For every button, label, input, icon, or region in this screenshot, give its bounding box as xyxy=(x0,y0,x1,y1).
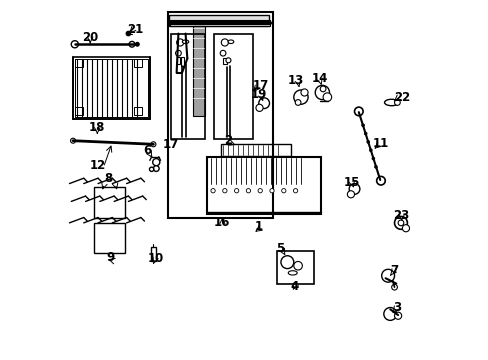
Ellipse shape xyxy=(182,40,188,44)
Text: 4: 4 xyxy=(290,280,298,293)
Bar xyxy=(170,20,270,26)
Text: 9: 9 xyxy=(106,251,114,264)
Text: 10: 10 xyxy=(147,252,163,265)
Circle shape xyxy=(371,157,374,160)
Circle shape xyxy=(295,100,300,105)
Bar xyxy=(169,15,268,26)
Circle shape xyxy=(149,167,153,171)
Text: 12: 12 xyxy=(90,159,106,172)
Text: 17: 17 xyxy=(163,138,179,151)
Circle shape xyxy=(221,39,228,46)
Text: 17: 17 xyxy=(252,79,268,92)
Text: 8: 8 xyxy=(104,172,112,185)
Circle shape xyxy=(394,216,407,229)
Text: 11: 11 xyxy=(372,137,388,150)
Circle shape xyxy=(348,184,359,194)
Bar xyxy=(171,33,205,139)
Circle shape xyxy=(135,42,139,46)
Circle shape xyxy=(153,166,159,171)
Bar xyxy=(214,33,253,139)
Circle shape xyxy=(225,58,230,63)
Text: 22: 22 xyxy=(393,91,410,104)
Circle shape xyxy=(281,189,285,193)
Circle shape xyxy=(210,189,215,193)
Text: 1: 1 xyxy=(254,220,263,233)
Bar xyxy=(276,251,313,284)
Circle shape xyxy=(315,85,329,100)
Circle shape xyxy=(323,93,331,102)
Circle shape xyxy=(364,132,366,135)
Circle shape xyxy=(293,261,302,270)
Circle shape xyxy=(383,307,396,320)
Bar xyxy=(167,12,272,217)
Circle shape xyxy=(220,50,225,56)
Circle shape xyxy=(152,158,160,166)
Circle shape xyxy=(71,41,78,48)
Circle shape xyxy=(394,312,401,319)
Bar xyxy=(134,59,142,67)
Circle shape xyxy=(258,98,269,109)
Bar xyxy=(75,59,82,67)
Circle shape xyxy=(234,189,238,193)
Circle shape xyxy=(368,149,371,152)
Circle shape xyxy=(222,189,226,193)
Ellipse shape xyxy=(384,99,398,106)
Circle shape xyxy=(376,176,385,185)
Text: 7: 7 xyxy=(390,264,398,276)
Circle shape xyxy=(246,189,250,193)
Circle shape xyxy=(176,39,183,46)
Text: 23: 23 xyxy=(393,209,409,222)
Bar xyxy=(150,247,156,261)
Circle shape xyxy=(354,107,363,116)
Circle shape xyxy=(175,50,181,56)
Circle shape xyxy=(346,191,354,198)
Text: 3: 3 xyxy=(392,301,401,314)
Bar xyxy=(75,107,82,114)
Circle shape xyxy=(281,256,293,269)
Circle shape xyxy=(366,140,369,143)
Text: 13: 13 xyxy=(287,74,304,87)
Circle shape xyxy=(293,189,297,193)
Text: 14: 14 xyxy=(311,72,327,85)
Bar xyxy=(181,57,183,66)
Circle shape xyxy=(320,86,325,92)
Text: 19: 19 xyxy=(250,88,266,101)
Circle shape xyxy=(374,166,377,168)
Circle shape xyxy=(397,220,403,226)
Text: 6: 6 xyxy=(143,144,151,157)
Bar xyxy=(94,187,124,217)
Circle shape xyxy=(70,138,75,143)
Text: 21: 21 xyxy=(127,23,143,36)
Circle shape xyxy=(129,41,135,47)
Bar xyxy=(75,59,148,117)
Text: 20: 20 xyxy=(82,31,98,44)
Bar xyxy=(192,26,205,116)
Bar xyxy=(176,57,180,64)
Circle shape xyxy=(151,142,156,147)
Text: 15: 15 xyxy=(343,176,359,189)
Bar xyxy=(73,57,149,119)
Circle shape xyxy=(255,104,263,111)
Circle shape xyxy=(126,31,130,36)
Bar xyxy=(221,144,290,156)
Circle shape xyxy=(300,89,307,96)
Bar xyxy=(134,107,142,114)
Circle shape xyxy=(269,189,274,193)
Circle shape xyxy=(293,90,307,104)
Text: 18: 18 xyxy=(89,121,105,134)
Circle shape xyxy=(402,225,408,232)
Text: 2: 2 xyxy=(224,134,232,147)
Circle shape xyxy=(391,284,397,290)
Circle shape xyxy=(381,269,394,282)
Text: 5: 5 xyxy=(276,242,284,255)
Bar xyxy=(206,157,321,214)
Text: 16: 16 xyxy=(214,216,230,229)
Circle shape xyxy=(394,100,400,105)
Ellipse shape xyxy=(227,40,233,44)
Bar xyxy=(94,223,124,253)
Ellipse shape xyxy=(287,271,297,275)
Circle shape xyxy=(361,124,364,127)
Bar xyxy=(223,58,227,64)
Circle shape xyxy=(258,189,262,193)
